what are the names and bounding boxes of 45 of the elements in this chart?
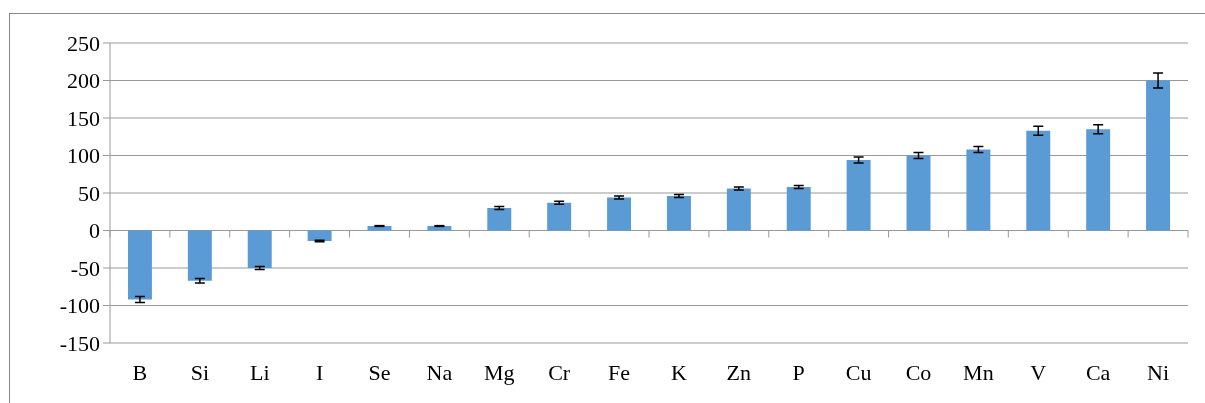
bar bbox=[307, 230, 332, 241]
y-tick-label: 100 bbox=[67, 143, 100, 169]
x-tick-label: B bbox=[132, 360, 148, 385]
bar bbox=[187, 230, 212, 281]
bar bbox=[1086, 129, 1111, 231]
y-tick-label: 250 bbox=[67, 30, 100, 56]
x-tick-label: Zn bbox=[726, 360, 752, 385]
bar bbox=[666, 196, 691, 231]
x-tick-label: Ca bbox=[1085, 360, 1111, 385]
bar bbox=[247, 230, 272, 268]
bar bbox=[427, 226, 452, 231]
x-tick-label: K bbox=[671, 360, 687, 385]
y-tick-label: 200 bbox=[67, 68, 100, 94]
bar bbox=[906, 155, 931, 231]
bar bbox=[487, 208, 512, 231]
x-tick-label: Li bbox=[249, 360, 270, 385]
bar bbox=[726, 188, 751, 231]
x-tick-label: Cu bbox=[845, 360, 872, 385]
bar bbox=[547, 202, 572, 231]
bar bbox=[1026, 130, 1051, 231]
x-tick-label: Cr bbox=[548, 360, 571, 385]
x-tick-label: Ni bbox=[1147, 360, 1170, 385]
bar bbox=[607, 197, 632, 231]
x-tick-label: Na bbox=[426, 360, 453, 385]
x-tick-label: I bbox=[315, 360, 324, 385]
x-tick-label: P bbox=[792, 360, 805, 385]
x-tick-label: Se bbox=[368, 360, 391, 385]
bar bbox=[1146, 80, 1171, 231]
bar bbox=[846, 160, 871, 231]
bar bbox=[786, 187, 811, 231]
y-tick-label: -150 bbox=[59, 330, 100, 356]
bar bbox=[367, 226, 392, 231]
bar bbox=[127, 230, 152, 300]
y-tick-label: -100 bbox=[59, 293, 100, 319]
bar bbox=[966, 149, 991, 231]
x-tick-label: Fe bbox=[608, 360, 631, 385]
x-tick-label: Mg bbox=[484, 360, 515, 385]
x-tick-label: Co bbox=[905, 360, 932, 385]
x-tick-label: Mn bbox=[963, 360, 994, 385]
y-tick-label: 50 bbox=[78, 180, 100, 206]
y-tick-label: 150 bbox=[67, 105, 100, 131]
x-tick-label: V bbox=[1030, 360, 1047, 385]
x-tick-label: Si bbox=[190, 360, 210, 385]
y-tick-label: -50 bbox=[70, 255, 100, 281]
y-tick-label: 0 bbox=[89, 218, 100, 244]
